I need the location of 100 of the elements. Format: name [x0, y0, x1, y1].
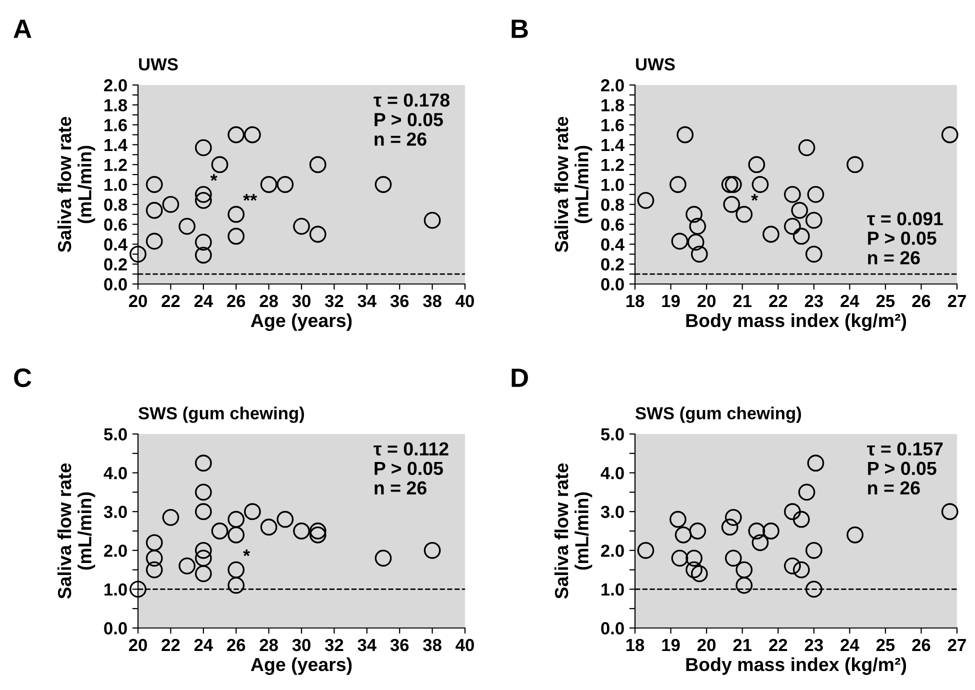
y-tick-label: 0.6 — [601, 218, 624, 231]
x-tick-label: 19 — [662, 294, 680, 308]
x-tick-label: 34 — [358, 294, 376, 308]
x-tick-label: 20 — [698, 638, 716, 652]
y-tick-label: 2.0 — [601, 79, 624, 92]
x-tick-label: 22 — [162, 294, 180, 307]
x-tick-label: 40 — [456, 294, 474, 308]
x-tick-label: 22 — [162, 638, 180, 651]
x-tick-label: 19 — [662, 638, 680, 652]
x-tick-label: 24 — [840, 638, 860, 651]
x-tick-label: 20 — [128, 294, 147, 308]
annotation: ** — [243, 194, 258, 201]
x-tick-label: 24 — [840, 294, 860, 307]
y-tick-label: 0.8 — [104, 198, 128, 211]
y-tick-label: 0.0 — [601, 622, 624, 634]
annotation: τ = 0.157 P > 0.05 n = 26 — [867, 442, 943, 495]
y-tick-label: 2.0 — [104, 544, 127, 557]
x-tick-label: 32 — [324, 638, 344, 652]
x-tick-label: 22 — [769, 294, 788, 307]
x-tick-label: 22 — [769, 638, 788, 651]
y-axis-title: Saliva flow rate (mL/min) — [57, 463, 96, 599]
y-tick-label: 1.6 — [602, 118, 624, 132]
y-tick-label: 0.2 — [601, 258, 624, 271]
annotation: τ = 0.178 P > 0.05 n = 26 — [374, 93, 450, 146]
x-axis-title: Age (years) — [250, 657, 352, 675]
y-tick-label: 0.0 — [104, 622, 127, 634]
x-tick-label: 26 — [912, 294, 930, 308]
x-tick-label: 28 — [260, 638, 278, 652]
y-tick-label: 0.4 — [601, 238, 624, 251]
x-tick-label: 26 — [227, 638, 246, 652]
x-tick-label: 38 — [423, 638, 442, 652]
y-tick-label: 0.4 — [104, 238, 128, 251]
y-tick-label: 1.4 — [104, 139, 128, 151]
y-tick-label: 1.2 — [104, 158, 127, 171]
x-tick-label: 28 — [260, 294, 278, 308]
y-axis-title: Saliva flow rate (mL/min) — [554, 463, 592, 599]
chart-title: D — [512, 368, 528, 387]
x-tick-label: 20 — [128, 638, 147, 652]
y-tick-label: 5.0 — [104, 428, 127, 440]
y-tick-label: 1.6 — [104, 118, 127, 132]
y-tick-label: 1.0 — [104, 583, 127, 596]
x-tick-label: 38 — [423, 294, 442, 308]
y-tick-label: 1.0 — [104, 178, 127, 191]
y-tick-label: 5.0 — [600, 428, 624, 440]
x-tick-label: 30 — [292, 638, 310, 652]
x-tick-label: 21 — [733, 294, 752, 307]
x-tick-label: 36 — [390, 294, 409, 308]
x-tick-label: 23 — [804, 638, 823, 652]
chart-subtitle: UWS — [139, 58, 178, 70]
annotation: * — [210, 174, 218, 181]
x-tick-label: 34 — [358, 638, 376, 652]
y-tick-label: 0.8 — [601, 198, 624, 211]
annotation: τ = 0.091 P > 0.05 n = 26 — [867, 212, 943, 264]
y-tick-label: 0.0 — [104, 278, 127, 290]
x-tick-label: 27 — [948, 638, 966, 651]
y-tick-label: 3.0 — [600, 506, 624, 518]
annotation: τ = 0.112 P > 0.05 n = 26 — [374, 442, 448, 495]
y-axis-title: Saliva flow rate (mL/min) — [554, 116, 592, 252]
y-tick-label: 4.0 — [600, 466, 624, 480]
chart-title: C — [14, 368, 32, 388]
y-tick-label: 4.0 — [104, 466, 127, 480]
x-tick-label: 18 — [626, 638, 644, 652]
x-tick-label: 30 — [292, 294, 310, 308]
annotation: * — [243, 549, 250, 556]
x-tick-label: 36 — [390, 638, 409, 652]
chart-subtitle: SWS (gum chewing) — [138, 406, 304, 423]
x-axis-title: Body mass index (kg/m²) — [686, 657, 906, 675]
x-tick-label: 24 — [194, 294, 213, 307]
y-tick-label: 0.2 — [104, 258, 127, 271]
chart-subtitle: UWS — [636, 58, 675, 70]
annotation: * — [751, 194, 758, 201]
x-axis-title: Age (years) — [250, 313, 352, 331]
x-tick-label: 40 — [456, 638, 474, 652]
y-tick-label: 1.0 — [602, 583, 624, 596]
x-axis-title: Body mass index (kg/m²) — [686, 313, 906, 331]
x-tick-label: 21 — [733, 638, 752, 651]
chart-title: A — [14, 20, 32, 38]
chart-subtitle: SWS (gum chewing) — [636, 406, 801, 423]
x-tick-label: 18 — [626, 294, 644, 308]
y-tick-label: 3.0 — [104, 506, 127, 518]
x-tick-label: 25 — [876, 294, 895, 308]
y-tick-label: 2.0 — [104, 79, 127, 92]
x-tick-label: 32 — [324, 294, 344, 308]
y-tick-label: 1.8 — [104, 99, 128, 112]
x-tick-label: 20 — [698, 294, 716, 308]
x-tick-label: 26 — [227, 294, 246, 308]
x-tick-label: 27 — [948, 294, 966, 307]
x-tick-label: 26 — [912, 638, 930, 652]
y-tick-label: 0.6 — [104, 218, 127, 231]
y-tick-label: 0.0 — [601, 278, 624, 290]
y-tick-label: 1.2 — [602, 158, 624, 171]
y-tick-label: 1.4 — [602, 139, 624, 151]
y-tick-label: 2.0 — [601, 544, 624, 557]
x-tick-label: 23 — [804, 294, 823, 308]
y-axis-title: Saliva flow rate (mL/min) — [57, 116, 96, 252]
y-tick-label: 1.0 — [602, 178, 624, 191]
y-tick-label: 1.8 — [602, 99, 624, 112]
x-tick-label: 25 — [876, 638, 895, 652]
x-tick-label: 24 — [194, 638, 213, 651]
chart-title: B — [512, 20, 528, 38]
